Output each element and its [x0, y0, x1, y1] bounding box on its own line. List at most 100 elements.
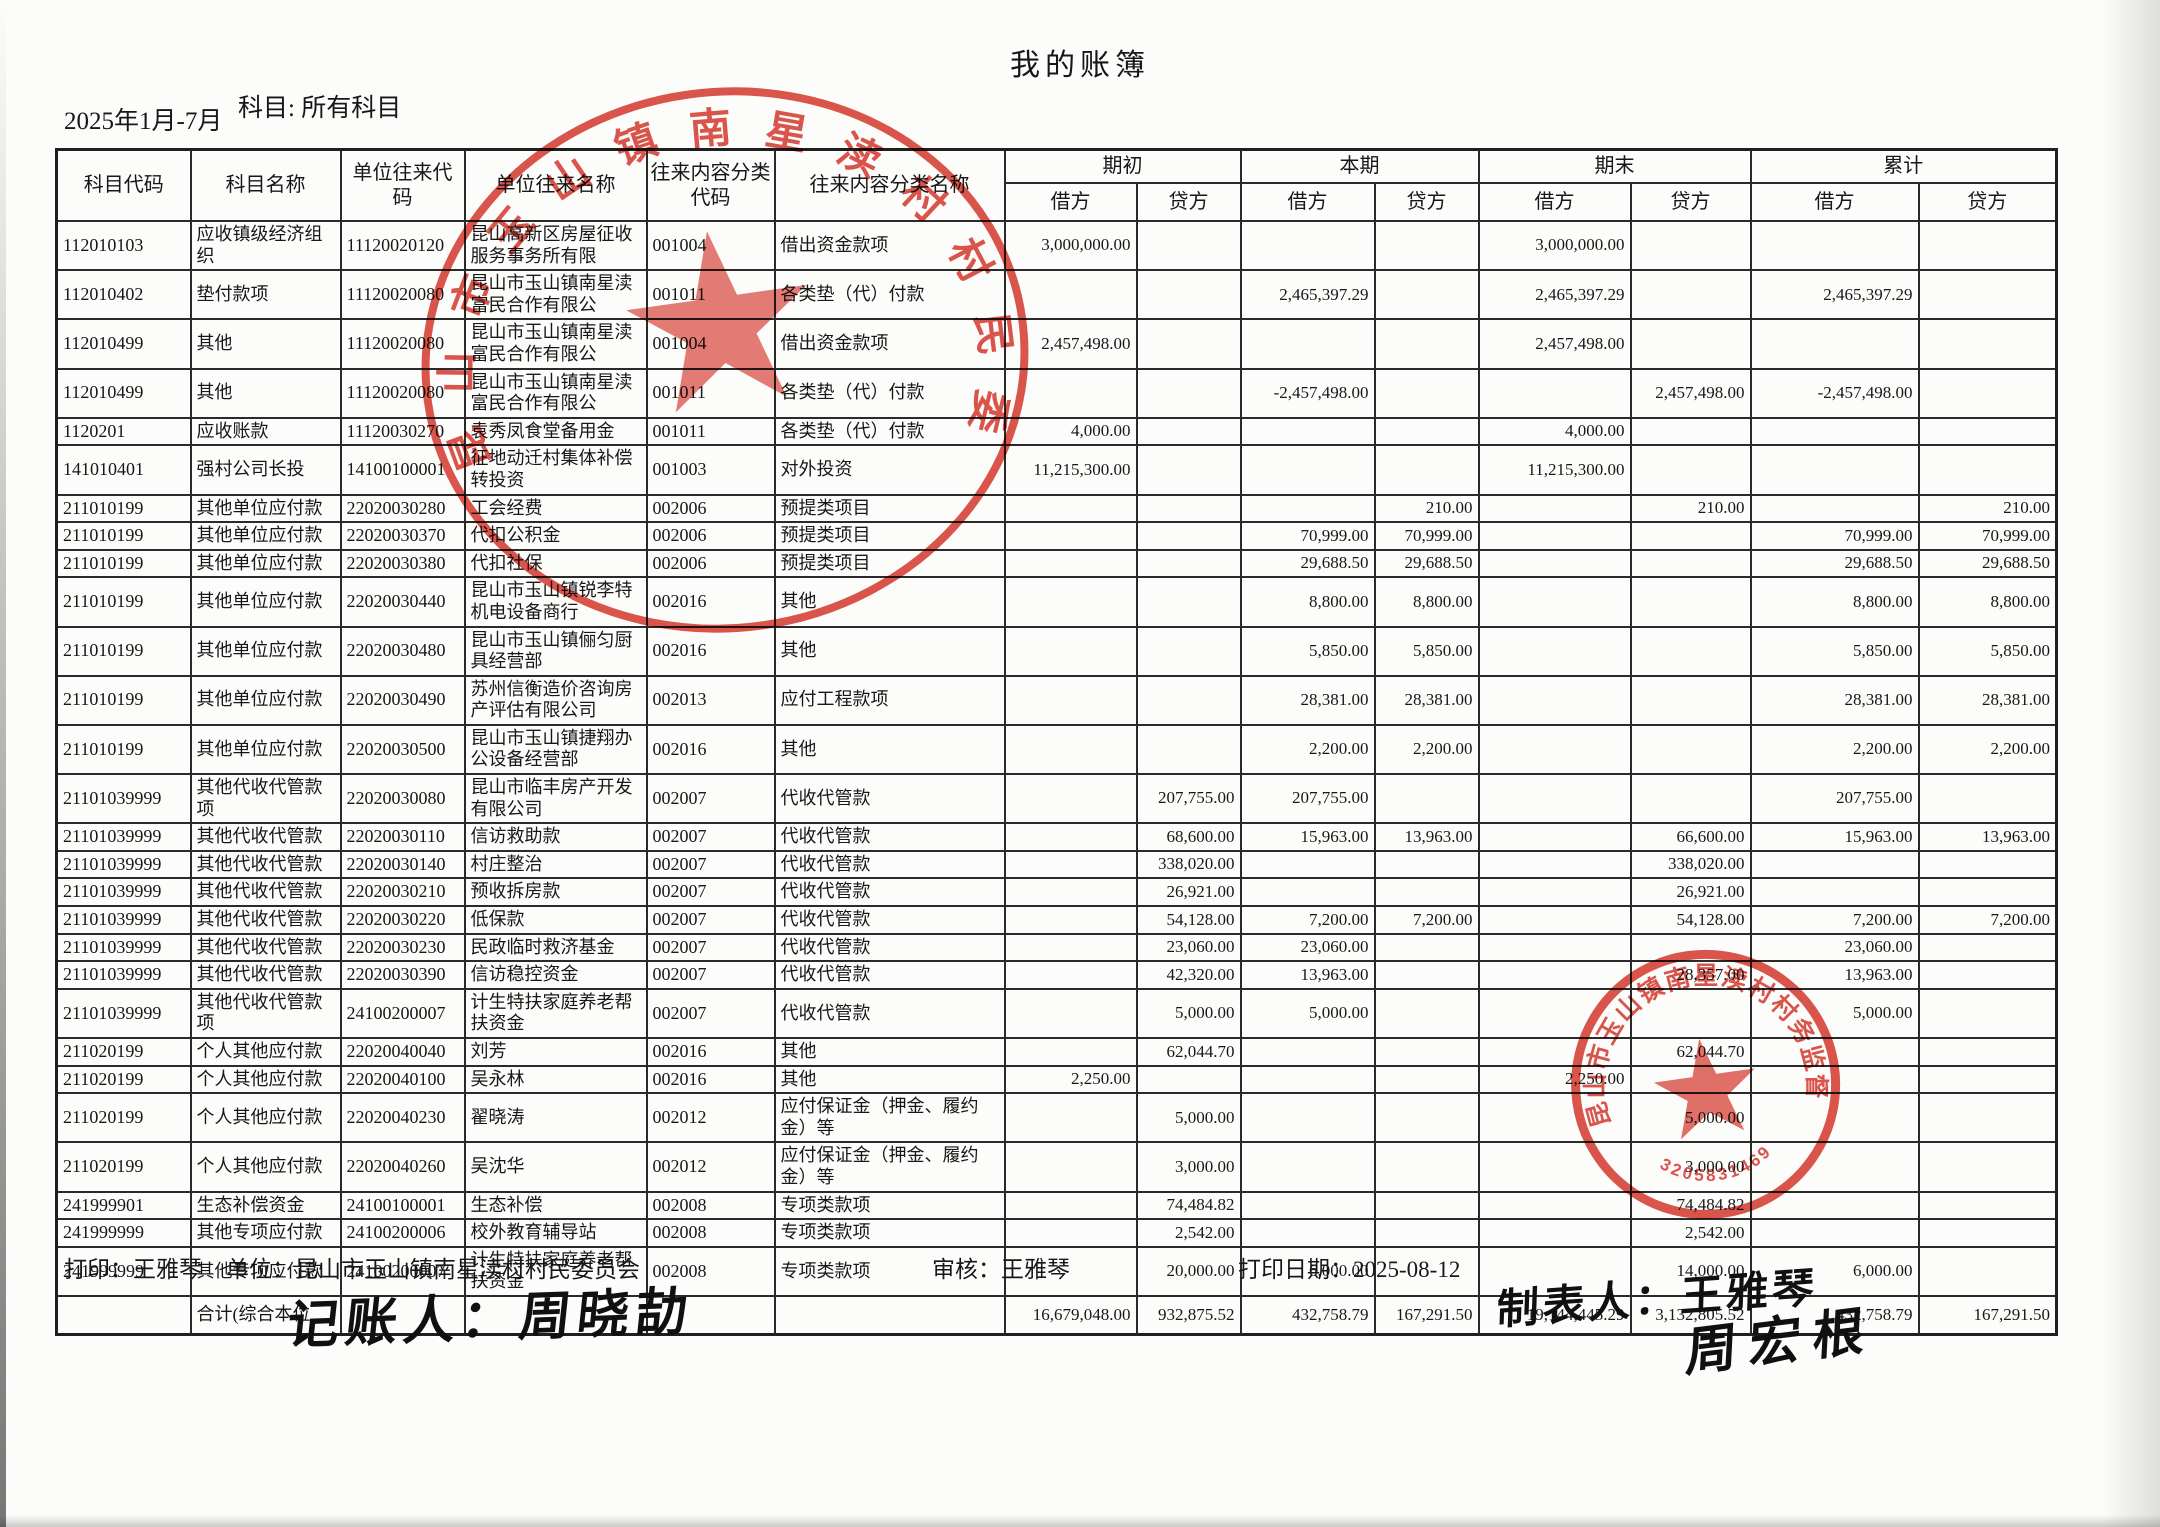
cell-unit-code: 11120020080 [339, 318, 466, 370]
cell-class-code: 002008 [645, 1245, 776, 1297]
cell-unit-name: 校外教育辅导站 [463, 1218, 648, 1248]
cell-class-code: 001011 [645, 367, 776, 419]
cell-cumulative-debit: 2,465,397.29 [1749, 269, 1920, 321]
cell-ending-debit: 2,250.00 [1477, 1064, 1632, 1095]
cell-unit-name: 吴永林 [463, 1064, 648, 1095]
cell-opening-debit: 4,000.00 [1003, 416, 1138, 447]
cell-subject-name: 其他单位应付款 [189, 625, 342, 677]
cell-cumulative-credit: 7,200.00 [1917, 905, 2058, 935]
table-row: 241999901 生态补偿资金 24100100001 生态补偿 002008… [55, 1190, 2058, 1221]
cell-class-name: 其他 [773, 1037, 1006, 1067]
cell-subject-code: 241999999 [55, 1218, 192, 1248]
cell-class-name: 借出资金款项 [773, 318, 1006, 370]
cell-opening-credit [1135, 674, 1242, 726]
cell-opening-debit [1003, 723, 1138, 776]
cell-unit-name: 民政临时救济基金 [463, 932, 648, 963]
subheader-opening-debit: 借方 [1003, 182, 1138, 222]
cell-current-debit [1239, 1218, 1376, 1248]
cell-unit-code: 24100200007 [339, 987, 466, 1040]
table-row: 211020199 个人其他应付款 22020040040 刘芳 002016 … [55, 1037, 2058, 1067]
cell-current-debit: 29,688.50 [1239, 548, 1376, 579]
cell-current-credit [1373, 269, 1480, 321]
cell-current-credit: 167,291.50 [1373, 1294, 1480, 1336]
cell-ending-credit: 2,542.00 [1629, 1218, 1752, 1248]
cell-ending-debit [1477, 625, 1632, 677]
cell-cumulative-debit [1749, 1037, 1920, 1067]
cell-cumulative-credit [1917, 1037, 2058, 1067]
cell-class-code: 002008 [645, 1218, 776, 1248]
cell-cumulative-debit: 70,999.00 [1749, 521, 1920, 551]
cell-ending-debit [1477, 1218, 1632, 1248]
cell-current-credit [1373, 219, 1480, 272]
cell-class-name: 专项类款项 [773, 1245, 1006, 1297]
cell-unit-code: 22020030480 [339, 625, 466, 677]
cell-unit-code: 22020040100 [339, 1064, 466, 1095]
cell-unit-name: 刘芳 [463, 1037, 648, 1067]
cell-cumulative-credit: 5,850.00 [1917, 625, 2058, 677]
subheader-ending-debit: 借方 [1477, 182, 1632, 222]
cell-cumulative-credit [1917, 318, 2058, 370]
cell-opening-debit [1003, 674, 1138, 726]
cell-cumulative-debit [1749, 1064, 1920, 1095]
cell-current-credit: 70,999.00 [1373, 521, 1480, 551]
cell-subject-code: 21101039999 [55, 905, 192, 935]
cell-ending-debit [1477, 960, 1632, 990]
cell-ending-credit: 5,000.00 [1629, 1092, 1752, 1144]
cell-cumulative-credit [1917, 1218, 2058, 1248]
cell-cumulative-debit [1749, 444, 1920, 496]
table-row: 241999999 其他专项应付款 24100200006 校外教育辅导站 00… [55, 1218, 2058, 1248]
cell-opening-debit: 11,215,300.00 [1003, 444, 1138, 496]
cell-class-code: 002007 [645, 877, 776, 908]
cell-subject-code: 211010199 [55, 674, 192, 726]
cell-unit-name: 征地动迁村集体补偿转投资 [463, 444, 648, 496]
cell-subject-name: 其他单位应付款 [189, 493, 342, 524]
table-row: 21101039999 其他代收代管款 22020030210 预收拆房款 00… [55, 877, 2058, 908]
table-row: 112010402 垫付款项 11120020080 昆山市玉山镇南星渎富民合作… [55, 269, 2058, 321]
cell-ending-debit [1477, 822, 1632, 852]
cell-class-code: 002016 [645, 723, 776, 776]
cell-subject-code: 211010199 [55, 521, 192, 551]
cell-class-code: 001004 [645, 219, 776, 272]
cell-opening-debit [1003, 625, 1138, 677]
cell-current-debit [1239, 318, 1376, 370]
cell-current-debit [1239, 219, 1376, 272]
cell-opening-debit [1003, 773, 1138, 825]
cell-opening-credit [1135, 444, 1242, 496]
cell-unit-code: 11120020120 [339, 219, 466, 272]
table-row: 21101039999 其他代收代管款 22020030140 村庄整治 002… [55, 849, 2058, 880]
table-row: 21101039999 其他代收代管款 22020030110 信访救助款 00… [55, 822, 2058, 852]
cell-ending-debit [1477, 576, 1632, 628]
cell-current-debit: 8,800.00 [1239, 576, 1376, 628]
cell-cumulative-credit [1917, 444, 2058, 496]
cell-unit-code [339, 1294, 466, 1336]
cell-cumulative-debit [1749, 1092, 1920, 1144]
cell-cumulative-credit [1917, 932, 2058, 963]
scan-edge-bottom [0, 1515, 2160, 1527]
cell-current-credit [1373, 444, 1480, 496]
cell-unit-code: 11120030270 [339, 416, 466, 447]
cell-current-credit: 29,688.50 [1373, 548, 1480, 579]
cell-unit-name: 昆山市玉山镇捷翔办公设备经营部 [463, 723, 648, 776]
cell-cumulative-debit [1749, 219, 1920, 272]
cell-subject-name: 其他单位应付款 [189, 548, 342, 579]
cell-unit-code: 22020030370 [339, 521, 466, 551]
cell-ending-credit: 338,020.00 [1629, 849, 1752, 880]
cell-cumulative-debit: 8,800.00 [1749, 576, 1920, 628]
cell-ending-debit [1477, 905, 1632, 935]
cell-unit-code: 22020030110 [339, 822, 466, 852]
cell-class-code: 002007 [645, 987, 776, 1040]
table-row: 211010199 其他单位应付款 22020030280 工会经费 00200… [55, 493, 2058, 524]
cell-class-name: 预提类项目 [773, 493, 1006, 524]
cell-ending-credit [1629, 932, 1752, 963]
cell-class-name [773, 1294, 1006, 1336]
cell-unit-name: 信访稳控资金 [463, 960, 648, 990]
cell-current-debit [1239, 849, 1376, 880]
cell-current-credit [1373, 416, 1480, 447]
cell-subject-name: 其他单位应付款 [189, 576, 342, 628]
cell-class-code: 001003 [645, 444, 776, 496]
cell-current-debit: 5,850.00 [1239, 625, 1376, 677]
cell-class-name: 代收代管款 [773, 987, 1006, 1040]
cell-opening-debit [1003, 877, 1138, 908]
cell-current-credit [1373, 1092, 1480, 1144]
cell-opening-credit: 5,000.00 [1135, 987, 1242, 1040]
